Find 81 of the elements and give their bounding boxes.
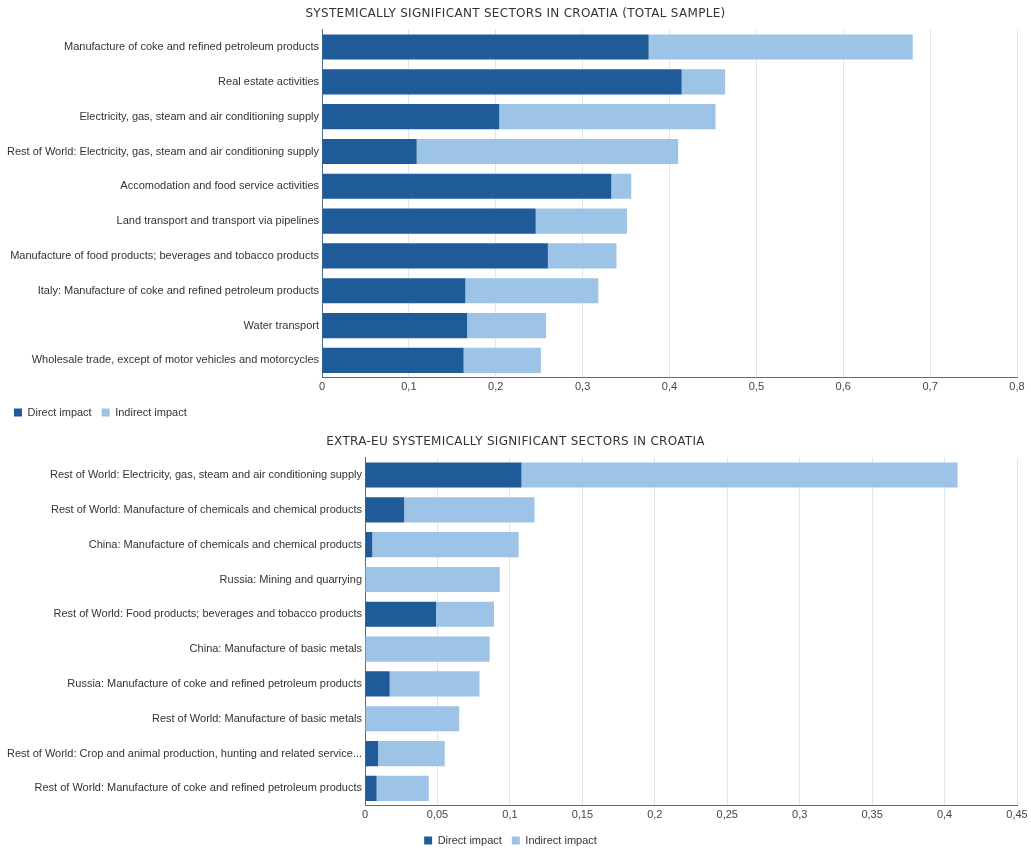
x-tick-label: 0,45 xyxy=(1006,808,1028,821)
y-tick-label: Rest of World: Manufacture of basic metals xyxy=(151,711,363,724)
x-tick-label: 0,3 xyxy=(792,808,808,821)
y-tick-label: Accomodation and food service activities xyxy=(120,179,320,192)
bar xyxy=(521,462,958,488)
bar xyxy=(322,69,682,95)
y-tick-label: Land transport and transport via pipelines xyxy=(116,214,320,227)
x-tick-label: 0,4 xyxy=(661,380,678,393)
bar xyxy=(535,208,627,234)
bar xyxy=(611,173,632,199)
bar xyxy=(365,636,490,662)
x-tick-label: 0,35 xyxy=(861,808,883,821)
y-tick-label: Rest of World: Crop and animal production, hunting and related service... xyxy=(7,746,363,759)
y-tick-label: China: Manufacture of chemicals and chemical products xyxy=(88,537,363,550)
bar xyxy=(467,312,547,339)
bar xyxy=(416,138,679,165)
legend-label: Indirect impact xyxy=(115,405,187,418)
x-tick-label: 0,1 xyxy=(401,380,417,393)
bar xyxy=(365,601,437,627)
bar xyxy=(365,671,390,697)
y-tick-label: Manufacture of food products; beverages and tobacco products xyxy=(10,248,320,261)
x-tick-label: 0 xyxy=(318,380,326,393)
legend-label: Direct impact xyxy=(27,405,92,418)
bar xyxy=(322,243,548,269)
y-tick-label: Italy: Manufacture of coke and refined petroleum products xyxy=(37,283,320,296)
x-tick-label: 0,3 xyxy=(574,380,591,393)
x-tick-label: 0,8 xyxy=(1009,380,1025,393)
y-tick-label: Rest of World: Electricity, gas, steam and air conditioning supply xyxy=(50,468,363,481)
y-tick-label: Rest of World: Food products; beverages and tobacco products xyxy=(53,607,363,620)
bar xyxy=(322,34,649,60)
bar xyxy=(322,173,612,199)
x-tick-label: 0,7 xyxy=(922,380,938,393)
bar xyxy=(322,208,536,234)
y-tick-label: Wholesale trade, except of motor vehicles and motorcycles xyxy=(31,353,320,366)
y-tick-label: China: Manufacture of basic metals xyxy=(189,642,363,655)
y-tick-label: Manufacture of coke and refined petroleum products xyxy=(64,40,320,53)
x-tick-label: 0,6 xyxy=(835,380,851,393)
bar xyxy=(547,243,617,269)
bar xyxy=(365,497,405,523)
x-tick-label: 0 xyxy=(361,808,369,821)
bar xyxy=(322,278,466,304)
chart-title: SYSTEMICALLY SIGNIFICANT SECTORS IN CROATIA (TOTAL SAMPLE) xyxy=(304,5,727,20)
bar xyxy=(499,104,716,130)
bar xyxy=(365,706,460,732)
bar xyxy=(465,278,599,304)
x-tick-label: 0,05 xyxy=(426,808,449,821)
bar xyxy=(463,347,541,373)
x-tick-label: 0,25 xyxy=(716,808,738,821)
y-tick-label: Russia: Manufacture of coke and refined petroleum products xyxy=(67,676,363,689)
bar xyxy=(648,34,913,60)
y-tick-label: Russia: Mining and quarrying xyxy=(219,572,363,585)
bar xyxy=(378,740,445,767)
y-tick-label: Rest of World: Manufacture of chemicals and chemical products xyxy=(51,502,363,515)
x-tick-label: 0,2 xyxy=(488,380,504,393)
bar xyxy=(322,312,468,339)
bar xyxy=(404,497,535,523)
y-tick-label: Rest of World: Manufacture of coke and refined petroleum products xyxy=(34,781,363,794)
bar xyxy=(365,566,500,593)
bar xyxy=(365,462,522,488)
bar xyxy=(681,69,726,95)
bar xyxy=(322,347,464,373)
bar xyxy=(389,671,480,697)
bar xyxy=(372,532,519,558)
x-tick-label: 0,1 xyxy=(502,808,518,821)
y-tick-label: Electricity, gas, steam and air conditioning supply xyxy=(79,109,320,122)
x-tick-label: 0,5 xyxy=(748,380,765,393)
bar xyxy=(322,138,417,165)
x-tick-label: 0,4 xyxy=(936,808,953,821)
bar xyxy=(365,740,379,767)
x-tick-label: 0,2 xyxy=(647,808,663,821)
bar xyxy=(376,775,429,801)
bar xyxy=(436,601,494,627)
bar xyxy=(322,104,500,130)
y-tick-label: Real estate activities xyxy=(218,74,320,87)
x-tick-label: 0,15 xyxy=(571,808,594,821)
bar xyxy=(365,775,377,801)
legend-label: Direct impact xyxy=(437,833,502,846)
y-tick-label: Rest of World: Electricity, gas, steam and air conditioning supply xyxy=(7,144,320,157)
legend-label: Indirect impact xyxy=(525,833,597,846)
y-tick-label: Water transport xyxy=(243,318,320,331)
chart-title: EXTRA-EU SYSTEMICALLY SIGNIFICANT SECTORS IN CROATIA xyxy=(325,433,706,448)
